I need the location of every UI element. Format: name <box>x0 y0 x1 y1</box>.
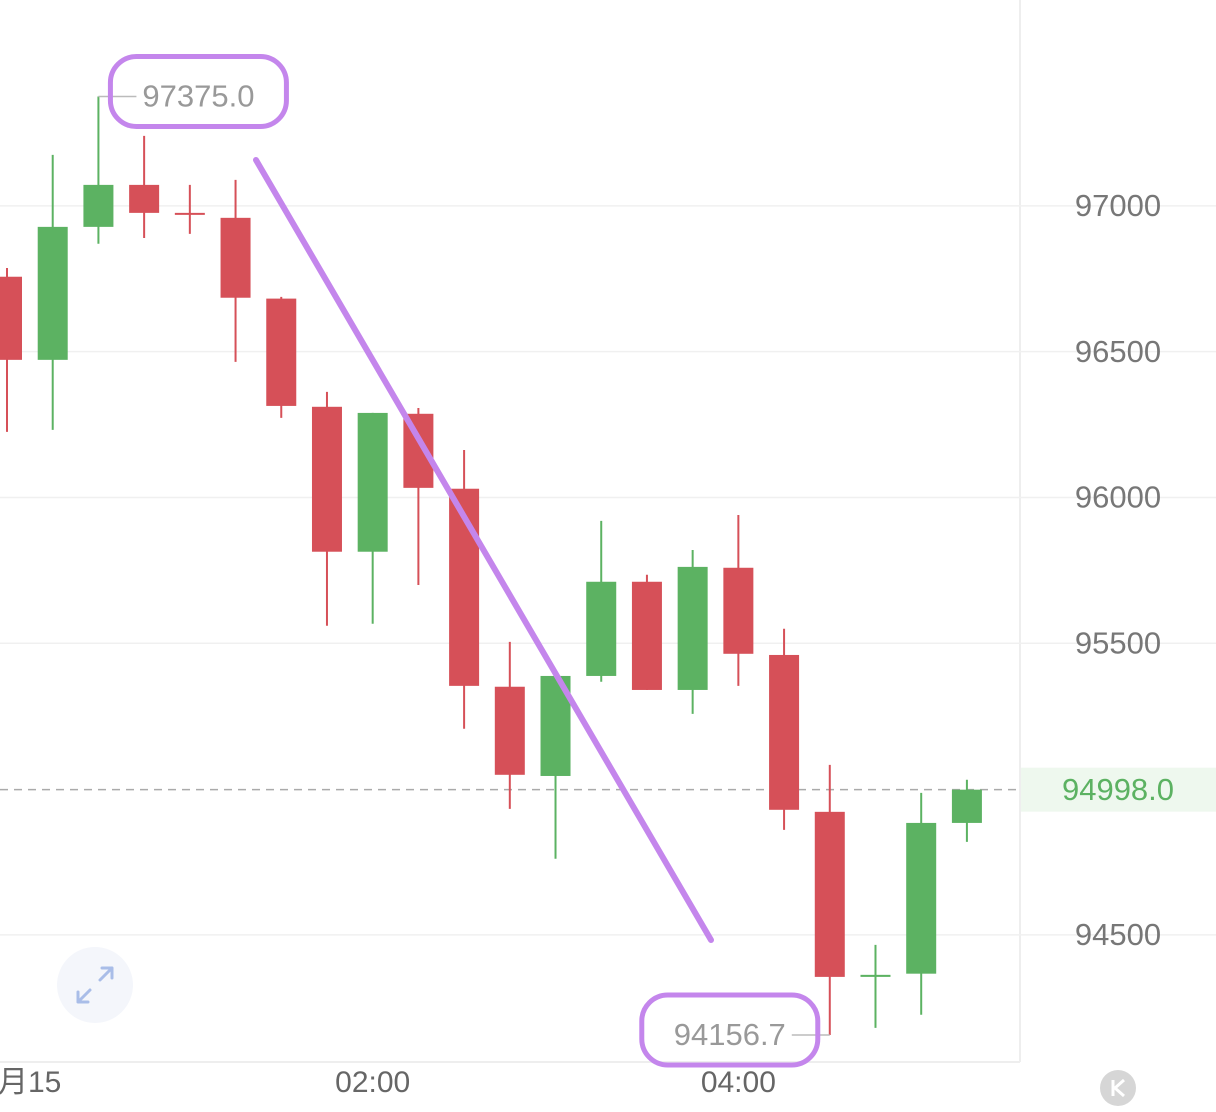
candle-body <box>769 654 800 810</box>
x-tick-label: 02:00 <box>335 1066 410 1099</box>
candle-body <box>83 184 114 227</box>
logo-bg <box>1100 1070 1136 1106</box>
candle-body <box>677 566 708 690</box>
expand-icon <box>76 966 114 1004</box>
logo-icon <box>1111 1078 1125 1098</box>
candle-body <box>860 974 891 977</box>
logo <box>1100 1070 1136 1106</box>
candle-body <box>723 567 754 654</box>
annotation-highlight <box>639 992 821 1068</box>
candle-body <box>586 581 617 676</box>
y-tick-label: 96000 <box>1075 480 1161 515</box>
expand-button[interactable] <box>57 947 133 1023</box>
candle-body <box>906 822 937 974</box>
candle-body <box>37 226 68 360</box>
candle-body <box>494 686 525 775</box>
candle-body <box>220 217 251 298</box>
candle-body <box>0 276 22 360</box>
annotation-highlight <box>107 54 289 130</box>
y-tick-label: 97000 <box>1075 188 1161 223</box>
y-tick-label: 94500 <box>1075 917 1161 952</box>
candle-body <box>814 811 845 977</box>
x-tick-label: 04:00 <box>701 1066 776 1099</box>
x-tick-label: 月15 <box>0 1066 61 1099</box>
last-price-bg <box>1021 767 1216 812</box>
candle-body <box>174 212 205 215</box>
y-tick-label: 96500 <box>1075 334 1161 369</box>
candle-body <box>631 581 662 690</box>
candle-body <box>266 298 297 406</box>
last-price-label: 94998.0 <box>1062 772 1174 807</box>
annotation-label: 94156.7 <box>674 1017 786 1052</box>
candle-body <box>311 406 342 552</box>
expand-bg <box>57 947 133 1023</box>
candle-body <box>357 412 388 552</box>
trend-line <box>253 157 714 943</box>
candle-body <box>951 789 982 823</box>
candle-body <box>129 184 160 213</box>
y-tick-label: 95500 <box>1075 625 1161 660</box>
annotation-label: 97375.0 <box>142 79 254 114</box>
